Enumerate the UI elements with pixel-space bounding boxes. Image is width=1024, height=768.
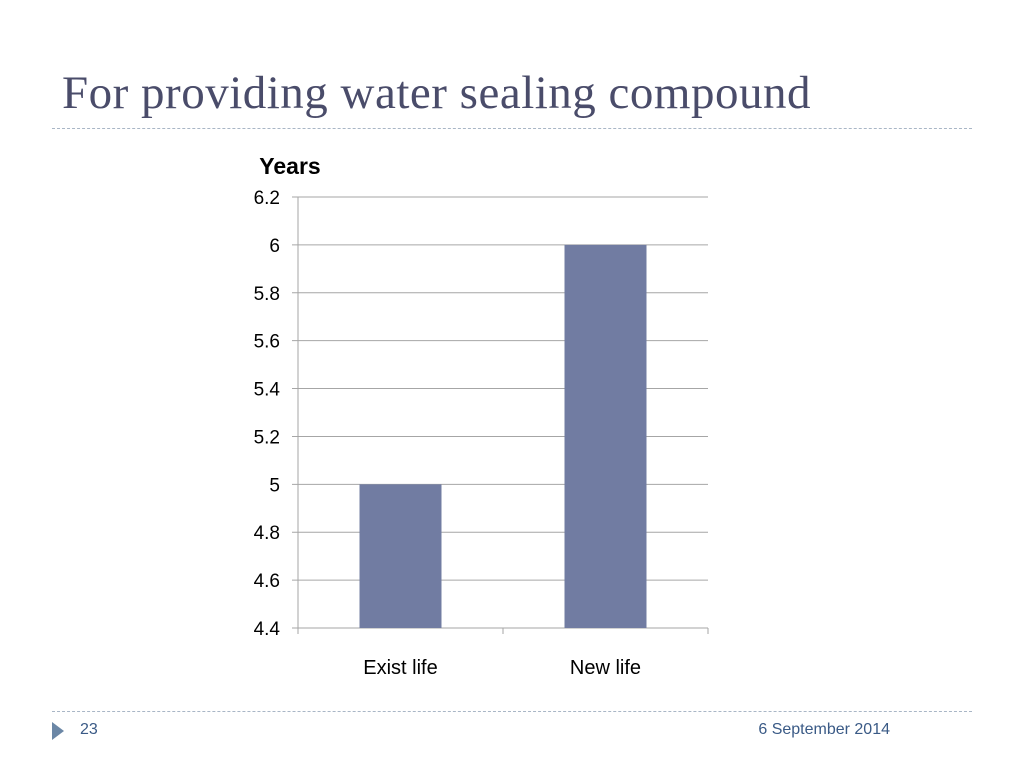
x-category-label: Exist life: [363, 657, 437, 679]
chart-title: Years: [259, 153, 320, 179]
bar: [564, 244, 647, 628]
slide-title: For providing water sealing compound: [62, 67, 811, 119]
chart-bars: [359, 244, 647, 628]
slide-number: 23: [80, 721, 98, 738]
y-tick-label: 6.2: [254, 188, 280, 209]
y-tick-label: 5.8: [254, 284, 280, 305]
chart-labels: 6.2 6 5.8 5.6 5.4 5.2 5 4.8 4.6 4.4 Exist life New …: [254, 188, 641, 679]
y-tick-label: 4.4: [254, 619, 281, 640]
chart-axes: [297, 197, 709, 634]
y-tick-label: 5: [269, 475, 280, 496]
bar: [359, 484, 442, 628]
y-tick-label: 5.4: [254, 380, 281, 401]
y-tick-label: 4.6: [254, 571, 280, 592]
y-tick-label: 5.2: [254, 427, 280, 448]
triangle-right-icon: [52, 722, 64, 740]
y-tick-label: 4.8: [254, 523, 280, 544]
x-category-label: New life: [570, 657, 641, 679]
y-tick-label: 6: [269, 236, 280, 257]
footer-divider: [52, 711, 972, 712]
title-divider: [52, 128, 972, 129]
slide-date: 6 September 2014: [758, 721, 890, 738]
y-tick-label: 5.6: [254, 332, 280, 353]
